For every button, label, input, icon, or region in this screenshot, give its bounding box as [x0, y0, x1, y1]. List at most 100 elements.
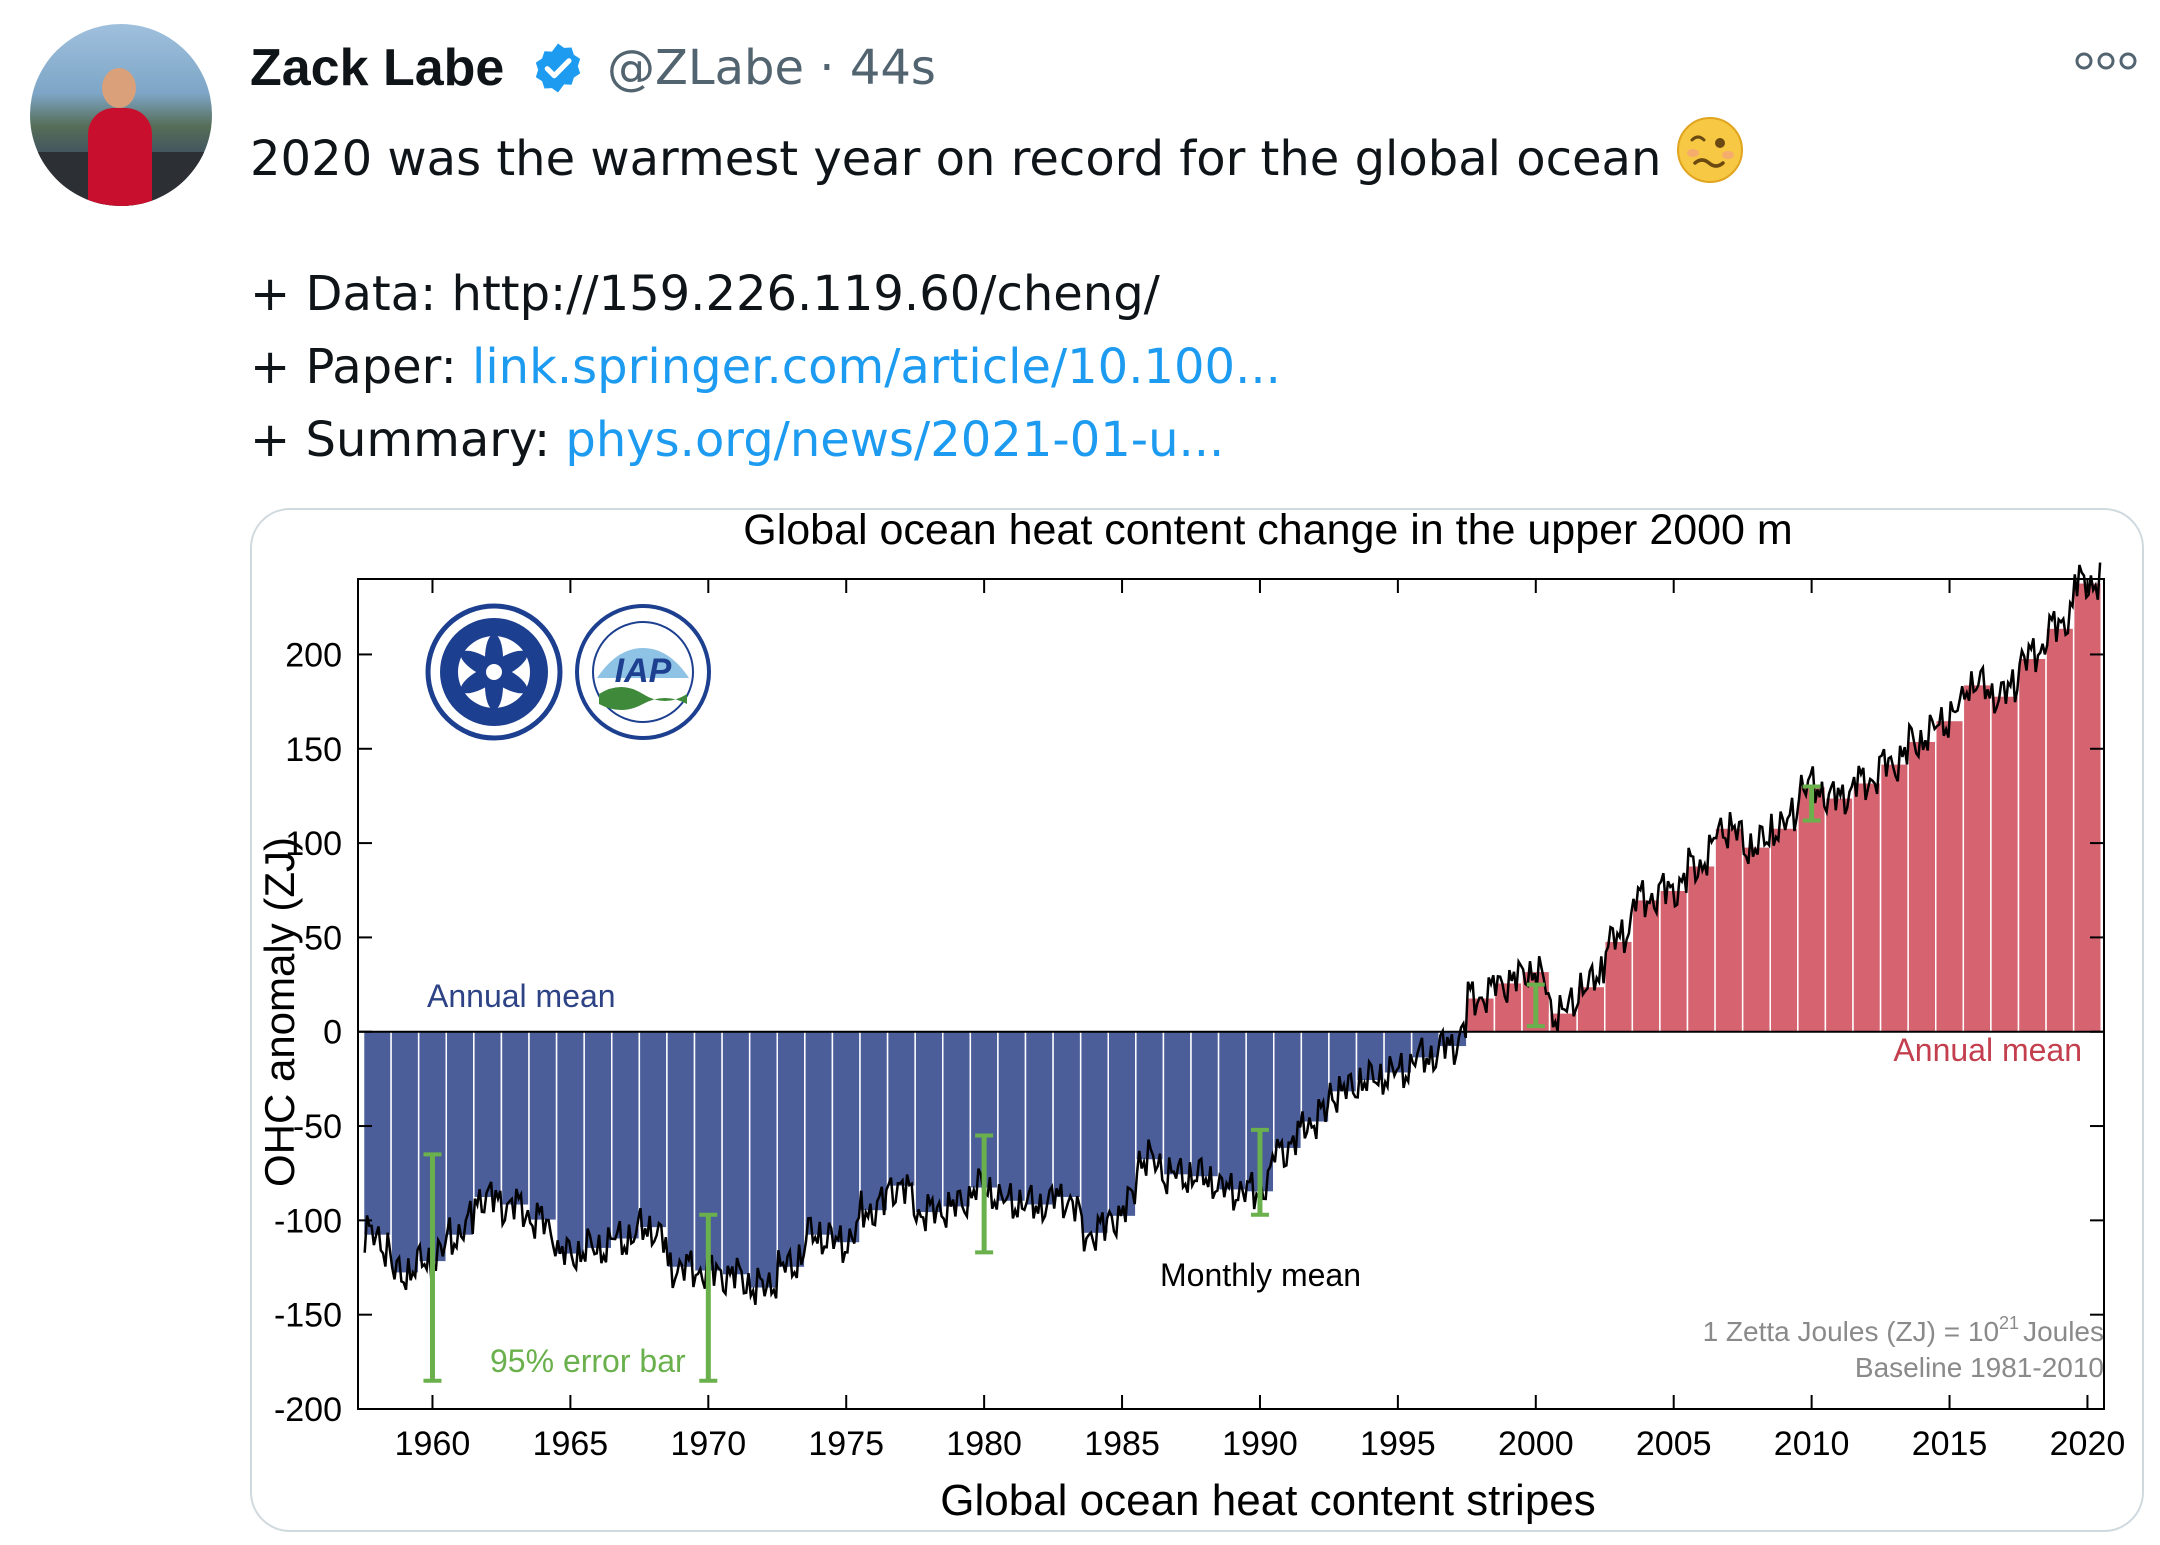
bar-1996	[1410, 1030, 1441, 1059]
bar-1962	[473, 1030, 503, 1199]
bar-2004	[1631, 898, 1661, 1033]
monthly-mean-line	[363, 562, 2102, 1305]
bar-2011	[1824, 797, 1854, 1033]
summary-line: + Summary: phys.org/news/2021-01-u...	[250, 409, 1224, 471]
bar-1974	[804, 1030, 834, 1237]
bar-2009	[1769, 827, 1799, 1033]
author-name[interactable]: Zack Labe	[250, 39, 505, 97]
cas-logo	[425, 603, 563, 741]
bar-1973	[776, 1030, 806, 1269]
tweet-text: 2020 was the warmest year on record for …	[250, 131, 1662, 187]
bar-2002	[1576, 985, 1606, 1033]
bar-2017	[1990, 695, 2020, 1033]
more-options-icon[interactable]	[2074, 48, 2138, 74]
bar-1972	[748, 1030, 779, 1290]
y-tick-label: 100	[285, 825, 342, 863]
summary-prefix: + Summary:	[250, 412, 566, 468]
x-tick-label: 1965	[533, 1425, 609, 1463]
data-prefix: + Data:	[250, 266, 452, 322]
bar-2012	[1852, 781, 1882, 1033]
y-axis-label: OHC anomaly (ZJ)	[256, 837, 303, 1187]
bar-1981	[997, 1030, 1027, 1203]
bar-1998	[1466, 997, 1496, 1033]
iap-logo: IAP	[575, 604, 711, 740]
bar-1977	[886, 1030, 916, 1188]
x-tick-label: 1970	[670, 1425, 746, 1463]
x-tick-label: 1990	[1222, 1425, 1298, 1463]
bar-1965	[555, 1030, 585, 1256]
bar-2010	[1797, 785, 1827, 1033]
bar-1975	[831, 1030, 861, 1244]
baseline-note: Baseline 1981-2010	[1855, 1352, 2104, 1383]
ohc-chart: Global ocean heat content change in the …	[256, 510, 2126, 1525]
bar-1989	[1217, 1030, 1247, 1191]
tweet-text-line: 2020 was the warmest year on record for …	[250, 115, 1745, 190]
x-tick-label: 2010	[1774, 1425, 1850, 1463]
y-tick-label: -150	[274, 1297, 342, 1335]
paper-link[interactable]: link.springer.com/article/10.100...	[472, 339, 1281, 395]
x-tick-label: 1980	[946, 1425, 1022, 1463]
y-tick-label: -100	[274, 1202, 342, 1240]
bar-1984	[1079, 1030, 1110, 1235]
paper-line: + Paper: link.springer.com/article/10.10…	[250, 336, 1281, 398]
bar-1988	[1190, 1030, 1220, 1178]
bar-1966	[583, 1030, 613, 1250]
chart-image-card[interactable]: Global ocean heat content change in the …	[250, 508, 2144, 1532]
x-tick-label: 2015	[1912, 1425, 1988, 1463]
bar-2019	[2045, 627, 2075, 1033]
y-tick-label: 200	[285, 636, 342, 674]
x-tick-label: 2000	[1498, 1425, 1574, 1463]
bar-1967	[611, 1030, 641, 1240]
bar-1963	[500, 1030, 530, 1207]
data-url-text[interactable]: http://159.226.119.60/cheng/	[451, 266, 1160, 322]
author-handle-timestamp[interactable]: @ZLabe · 44s	[607, 40, 936, 96]
bar-1986	[1135, 1030, 1165, 1161]
x-tick-label: 1975	[808, 1425, 884, 1463]
y-tick-label: -50	[293, 1108, 342, 1146]
svg-text:IAP: IAP	[615, 652, 672, 690]
data-line: + Data: http://159.226.119.60/cheng/	[250, 263, 1160, 325]
y-tick-label: 150	[285, 731, 342, 769]
annual-mean-positive-label: Annual mean	[1893, 1032, 2082, 1068]
paper-prefix: + Paper:	[250, 339, 472, 395]
bar-2007	[1714, 827, 1744, 1033]
bar-2018	[2017, 657, 2047, 1033]
bar-1987	[1162, 1030, 1192, 1176]
x-tick-label: 1995	[1360, 1425, 1436, 1463]
bar-1971	[721, 1030, 751, 1276]
chart-title: Global ocean heat content change in the …	[743, 510, 1793, 554]
bar-2014	[1907, 740, 1937, 1033]
avatar[interactable]	[30, 24, 212, 206]
verified-badge-icon	[535, 43, 581, 93]
bar-1969	[666, 1030, 696, 1269]
woozy-face-emoji-icon	[1677, 117, 1744, 183]
bar-2003	[1603, 940, 1634, 1033]
avatar-face	[102, 68, 136, 108]
x-axis-label: Global ocean heat content stripes	[940, 1476, 1596, 1525]
y-tick-label: 0	[323, 1014, 342, 1052]
x-tick-label: 1985	[1084, 1425, 1160, 1463]
plot-frame	[357, 578, 2105, 1410]
y-tick-label: 50	[304, 919, 342, 957]
avatar-person	[88, 108, 152, 206]
bar-2020	[2072, 582, 2102, 1033]
bar-1976	[859, 1030, 889, 1212]
bar-1978	[914, 1030, 944, 1214]
bar-1983	[1052, 1030, 1082, 1199]
bar-1982	[1024, 1030, 1054, 1207]
bar-1968	[638, 1030, 668, 1229]
x-tick-label: 2020	[2050, 1425, 2126, 1463]
summary-link[interactable]: phys.org/news/2021-01-u...	[565, 412, 1225, 468]
bar-1979	[942, 1030, 972, 1208]
bar-2008	[1741, 846, 1771, 1033]
y-tick-label: -200	[274, 1391, 342, 1429]
x-tick-label: 2005	[1636, 1425, 1712, 1463]
monthly-mean-label: Monthly mean	[1160, 1257, 1361, 1293]
bar-1964	[528, 1030, 558, 1222]
bar-2015	[1934, 719, 1965, 1033]
bar-2016	[1962, 683, 1992, 1033]
bar-1959	[390, 1030, 420, 1274]
bar-1958	[362, 1030, 392, 1237]
units-note: 1 Zetta Joules (ZJ) = 1021 Joules	[1703, 1313, 2104, 1347]
bar-2006	[1686, 864, 1716, 1033]
